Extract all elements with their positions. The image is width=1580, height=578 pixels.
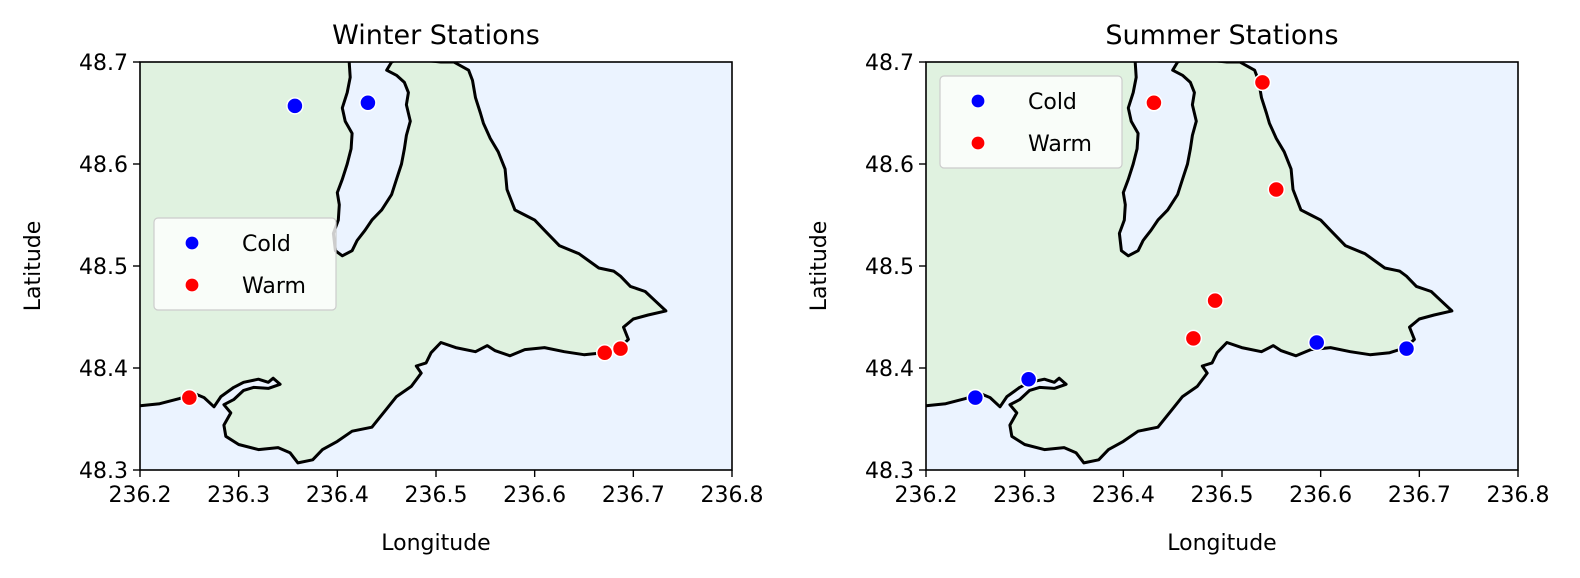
legend-box	[153, 217, 337, 311]
point-cold-0	[286, 97, 304, 115]
point-cold-1	[1019, 370, 1038, 388]
y-tick-label: 48.5	[865, 255, 914, 280]
x-axis-label: Longitude	[381, 531, 490, 556]
x-tick-label: 236.6	[1289, 483, 1352, 508]
point-cold-2	[1307, 333, 1326, 352]
point-warm-0	[180, 388, 199, 407]
y-tick-label: 48.3	[79, 459, 128, 484]
x-tick-label: 236.7	[1388, 483, 1451, 508]
point-warm-2	[611, 339, 630, 358]
x-tick-label: 236.3	[993, 483, 1056, 508]
coastline	[140, 62, 668, 465]
x-tick-label: 236.5	[1191, 483, 1254, 508]
legend-marker-warm	[184, 277, 200, 293]
legend: Cold Warm	[939, 75, 1123, 169]
x-tick-label: 236.5	[405, 483, 468, 508]
y-axis-label: Latitude	[21, 221, 46, 312]
x-tick-label: 236.6	[503, 483, 566, 508]
x-axis-label: Longitude	[1167, 531, 1276, 556]
point-warm-3	[1206, 291, 1224, 310]
summer-stations-panel: 236.2 236.3 236.4 236.5 236.6 236.7 236.8 48.3 4…	[807, 20, 1549, 556]
point-cold-0	[966, 388, 985, 407]
chart-title: Summer Stations	[1105, 20, 1338, 51]
x-tick-label: 236.2	[895, 483, 958, 508]
legend: Cold Warm	[153, 217, 337, 311]
winter-stations-panel: 236.2 236.3 236.4 236.5 236.6 236.7 236.8 48.3 4…	[21, 20, 763, 556]
y-tick-label: 48.7	[865, 51, 914, 76]
point-warm-4	[1184, 329, 1203, 348]
y-tick-label: 48.7	[79, 51, 128, 76]
legend-label-cold: Cold	[1028, 90, 1077, 115]
x-tick-label: 236.2	[109, 483, 172, 508]
legend-marker-warm	[970, 135, 986, 151]
x-tick-label: 236.4	[1092, 483, 1155, 508]
x-tick-label: 236.8	[1487, 483, 1550, 508]
chart-title: Winter Stations	[332, 20, 540, 51]
legend-label-cold: Cold	[242, 232, 291, 257]
legend-marker-cold	[970, 93, 986, 109]
land-area	[140, 62, 666, 463]
y-tick-label: 48.6	[79, 153, 128, 178]
legend-label-warm: Warm	[242, 274, 306, 299]
legend-label-warm: Warm	[1028, 132, 1092, 157]
y-tick-label: 48.5	[79, 255, 128, 280]
point-warm-2	[1267, 180, 1286, 199]
legend-marker-cold	[184, 235, 200, 251]
y-tick-label: 48.3	[865, 459, 914, 484]
legend-box	[939, 75, 1123, 169]
coastline	[926, 62, 1454, 465]
y-tick-label: 48.4	[79, 357, 128, 382]
x-tick-label: 236.4	[306, 483, 369, 508]
point-cold-3	[1397, 339, 1416, 358]
point-warm-1	[1253, 73, 1272, 92]
y-axis-label: Latitude	[807, 221, 832, 312]
point-warm-1	[595, 343, 614, 362]
point-warm-0	[1145, 94, 1163, 112]
y-tick-label: 48.4	[865, 357, 914, 382]
x-tick-label: 236.7	[602, 483, 665, 508]
y-tick-label: 48.6	[865, 153, 914, 178]
point-cold-1	[359, 94, 377, 112]
x-tick-label: 236.3	[207, 483, 270, 508]
x-tick-label: 236.8	[701, 483, 764, 508]
